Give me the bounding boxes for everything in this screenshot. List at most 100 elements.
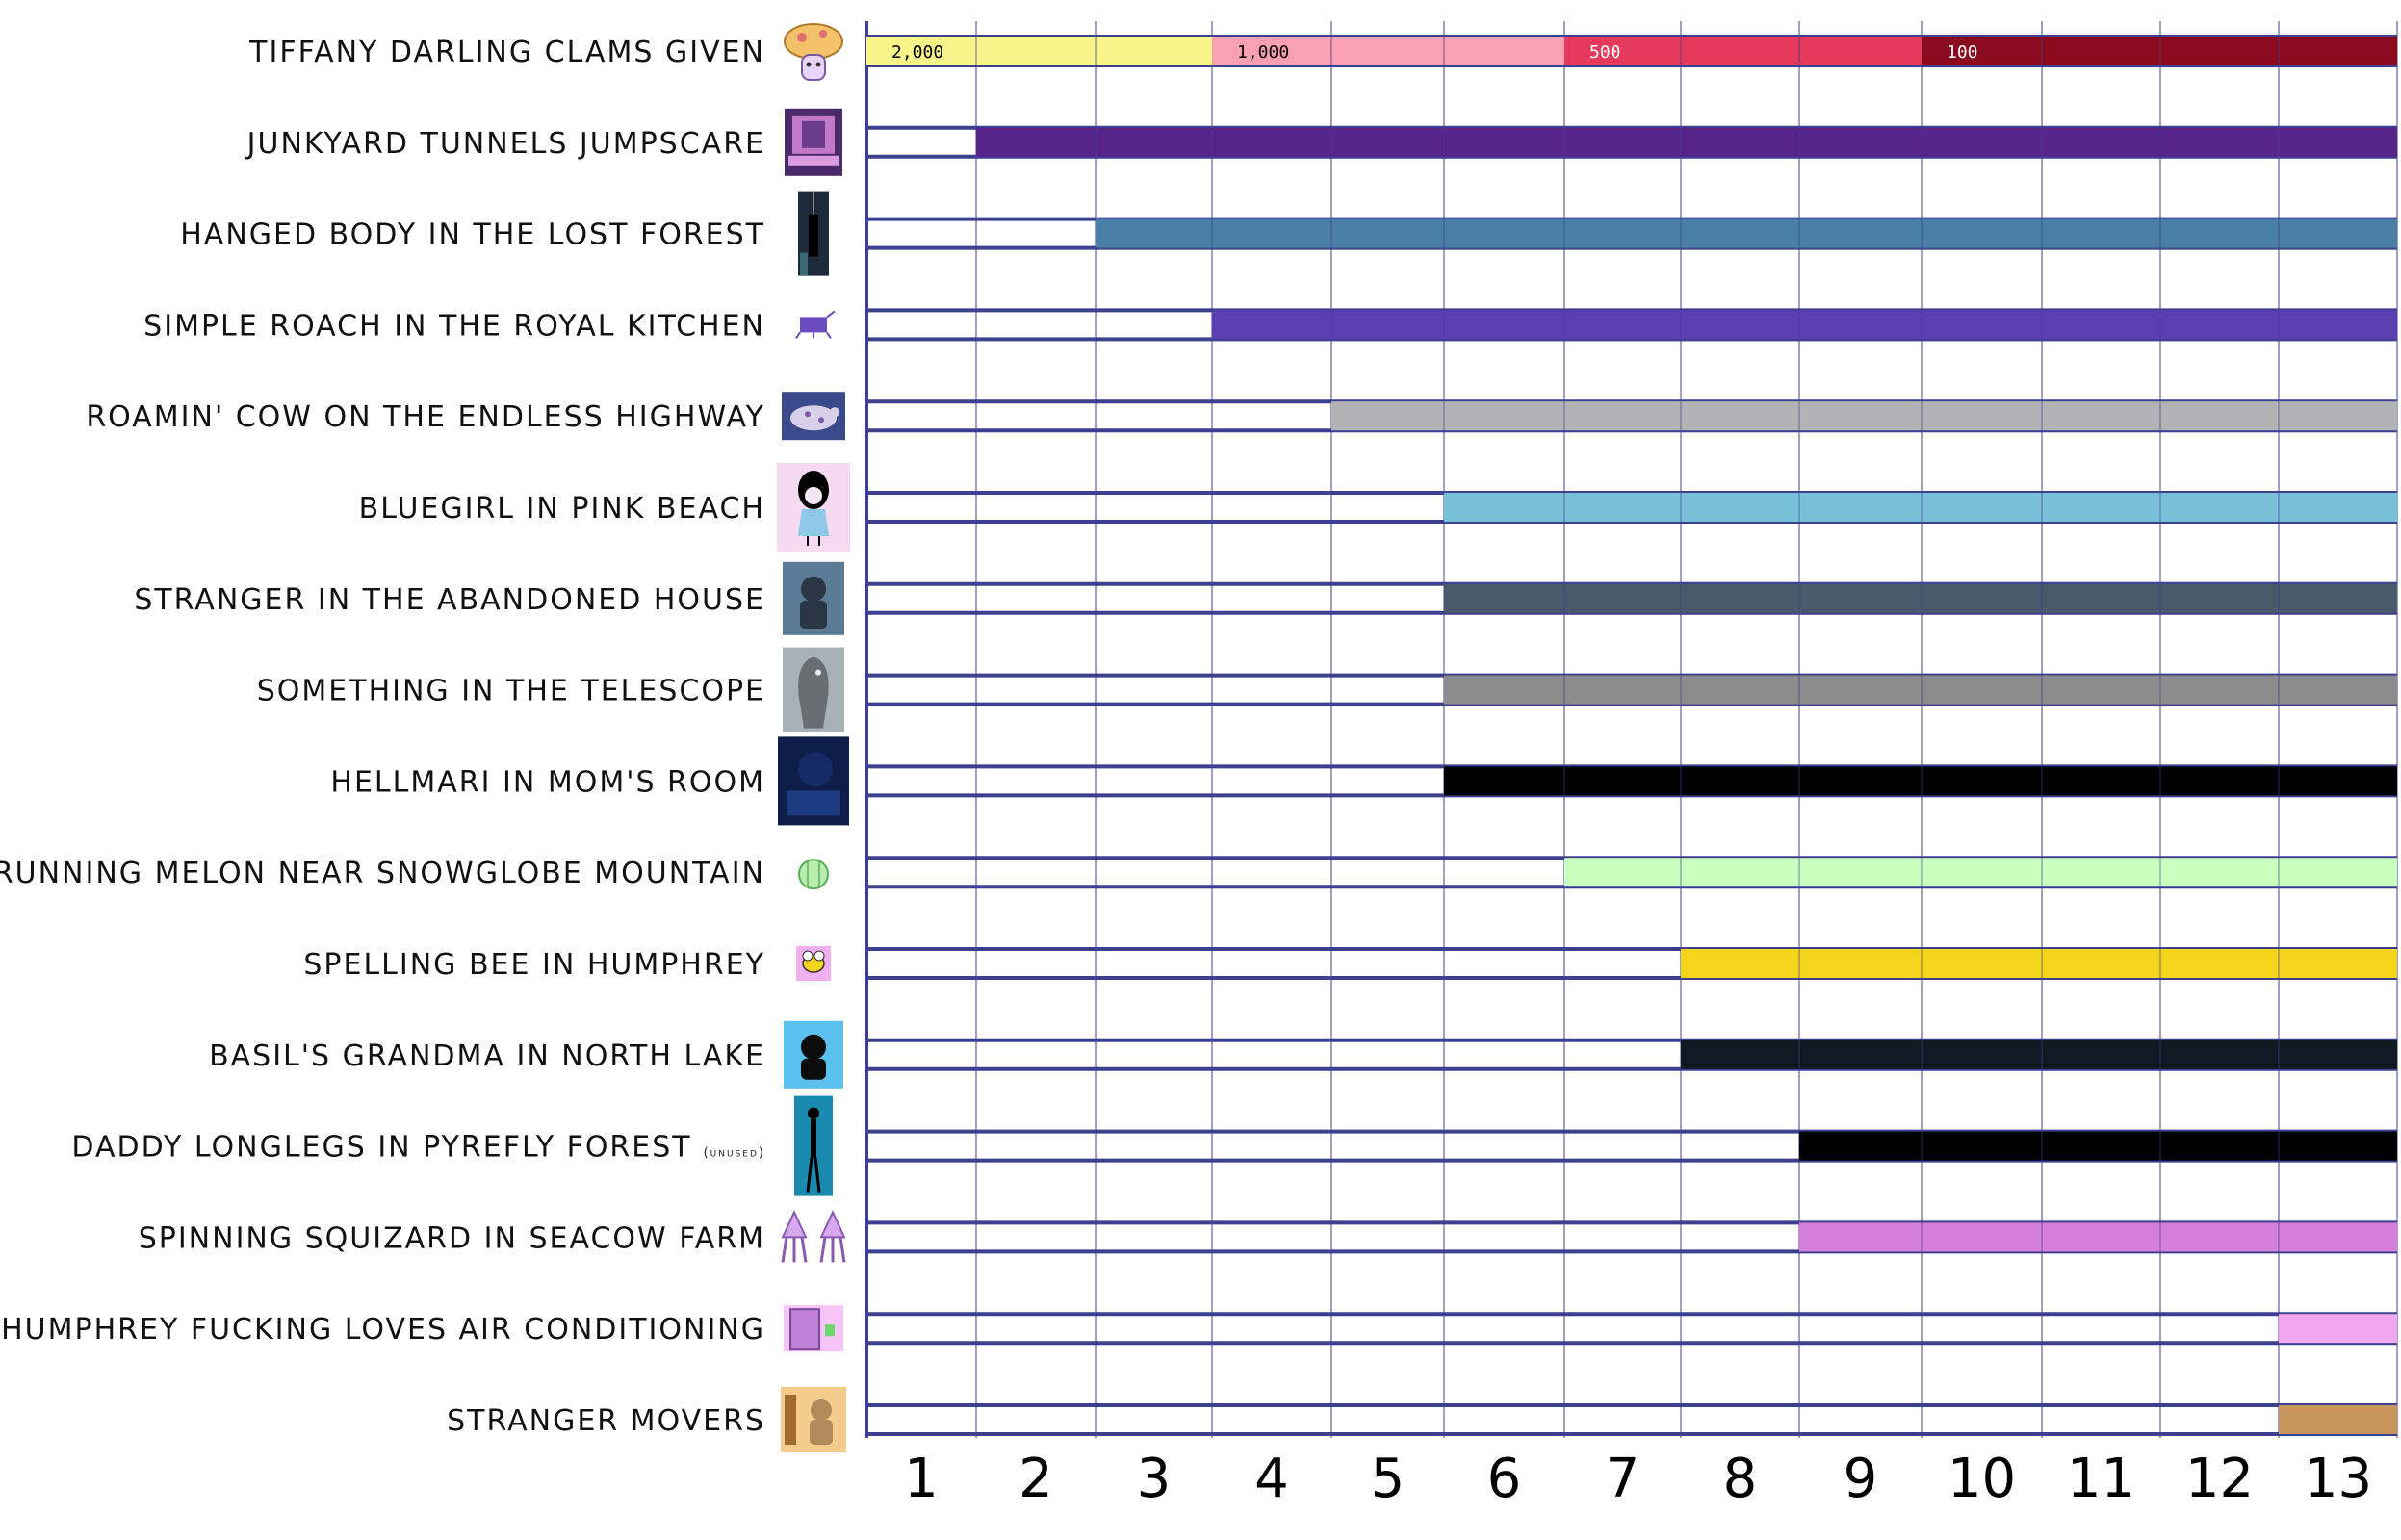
row-label: HUMPHREY FUCKING LOVES AIR CONDITIONING: [1, 1313, 765, 1347]
clams-data-label: 2,000: [891, 42, 943, 63]
row-label-text: TIFFANY DARLING CLAMS GIVEN: [248, 36, 765, 69]
row-bar: [1444, 675, 2397, 705]
humphrey-door-icon: [784, 1305, 843, 1352]
x-tick-label: 2: [1019, 1448, 1053, 1510]
mushroom-eye: [815, 62, 821, 67]
junkyard-shrine-icon: [785, 108, 842, 176]
roach-leg: [795, 331, 801, 339]
row-label: TIFFANY DARLING CLAMS GIVEN: [248, 36, 765, 69]
ghost-eye: [815, 669, 821, 676]
x-tick-label: 6: [1487, 1448, 1522, 1510]
humphrey-door: [789, 1308, 820, 1351]
cow-spot: [805, 411, 811, 418]
row-label: BLUEGIRL IN PINK BEACH: [359, 492, 765, 526]
row-bar: [1681, 949, 2397, 978]
row-bar: [2279, 1314, 2397, 1344]
row-label-text: SIMPLE ROACH IN THE ROYAL KITCHEN: [143, 309, 765, 343]
roach-leg: [826, 331, 832, 339]
row-label-text: SPINNING SQUIZARD IN SEACOW FARM: [139, 1221, 765, 1255]
hellmari-icon: [778, 736, 849, 826]
row-label-note: (unused): [704, 1146, 765, 1161]
x-tick-label: 7: [1606, 1448, 1640, 1510]
row-bar: [1212, 310, 2397, 340]
tiffany-mushroom-icon: [784, 23, 843, 81]
row-label: DADDY LONGLEGS IN PYREFLY FOREST (unused): [71, 1131, 765, 1165]
body-figure: [809, 214, 818, 257]
row-label: HELLMARI IN MOM'S ROOM: [330, 765, 765, 799]
movers-box: [785, 1395, 796, 1445]
roach-icon: [795, 310, 836, 339]
x-tick-label: 8: [1723, 1448, 1758, 1510]
bluegirl-icon: [777, 463, 850, 552]
row-label: STRANGER MOVERS: [447, 1404, 765, 1438]
tree-trunk: [800, 252, 808, 276]
clams-data-label: 100: [1947, 42, 1978, 63]
squid-tentacle: [819, 1237, 827, 1263]
row-label-text: RUNNING MELON NEAR SNOWGLOBE MOUNTAIN: [0, 857, 765, 890]
row-bar: [1564, 858, 2397, 887]
shrine-table: [788, 155, 839, 166]
row-bar: [1444, 766, 2397, 796]
roach-body: [800, 317, 827, 333]
x-tick-label: 3: [1137, 1448, 1172, 1510]
x-tick-label: 9: [1844, 1448, 1878, 1510]
squizard-icon: [781, 1210, 846, 1263]
mushroom-spot: [819, 30, 827, 38]
row-icons: [777, 23, 850, 1452]
melon-body: [798, 859, 829, 890]
shrine-door: [802, 120, 825, 148]
x-tick-label: 1: [904, 1448, 939, 1510]
row-bar: [1444, 493, 2397, 522]
grandma-head: [801, 1034, 826, 1060]
clams-data-label: 500: [1589, 42, 1621, 63]
longlegs-torso: [811, 1118, 816, 1158]
clams-bar-segment: [1922, 37, 2397, 65]
row-label-text: ROAMIN' COW ON THE ENDLESS HIGHWAY: [86, 400, 765, 434]
row-label: SPELLING BEE IN HUMPHREY: [303, 948, 765, 982]
cow-head: [830, 407, 839, 418]
stranger-body: [800, 600, 827, 629]
row-bar: [976, 127, 2397, 157]
row-bar: [1681, 1040, 2397, 1069]
x-tick-label: 11: [2067, 1448, 2135, 1510]
ghost-shape: [798, 656, 829, 729]
row-label-text: STRANGER MOVERS: [447, 1404, 765, 1438]
row-bar: [1096, 218, 2397, 248]
x-tick-label: 13: [2304, 1448, 2372, 1510]
row-label: HANGED BODY IN THE LOST FOREST: [180, 218, 765, 252]
cow-body: [790, 405, 837, 431]
row-label-text: SPELLING BEE IN HUMPHREY: [303, 948, 765, 982]
mushroom-eye: [806, 62, 812, 67]
mushroom-cap: [784, 23, 843, 60]
row-label: ROAMIN' COW ON THE ENDLESS HIGHWAY: [86, 400, 765, 434]
row-label-text: SOMETHING IN THE TELESCOPE: [257, 675, 765, 708]
row-label: STRANGER IN THE ABANDONED HOUSE: [134, 583, 765, 617]
stranger-movers-icon: [781, 1387, 846, 1452]
bluegirl-face: [805, 487, 822, 504]
mushroom-spot: [797, 33, 807, 42]
bluegirl-dress: [798, 509, 829, 536]
row-label: RUNNING MELON NEAR SNOWGLOBE MOUNTAIN: [0, 857, 765, 890]
clams-bar-segment: [1564, 37, 1922, 65]
row-label-text: BLUEGIRL IN PINK BEACH: [359, 492, 765, 526]
x-tick-label: 4: [1254, 1448, 1289, 1510]
squid-tentacle: [781, 1237, 788, 1263]
roach-antenna: [826, 310, 836, 319]
cow-icon: [782, 392, 845, 441]
longlegs-head: [808, 1107, 819, 1119]
clams-data-label: 1,000: [1237, 42, 1289, 63]
stranger-icon: [783, 561, 844, 635]
row-bar: [1799, 1131, 2397, 1161]
chart-bars: 2,000 1,000 500 100: [866, 37, 2397, 1434]
grandma-body: [801, 1058, 826, 1080]
row-label: SPINNING SQUIZARD IN SEACOW FARM: [139, 1221, 765, 1255]
row-label-text: HELLMARI IN MOM'S ROOM: [330, 765, 765, 799]
row-bar: [1444, 583, 2397, 613]
row-bar: [1799, 1222, 2397, 1252]
squid-head: [819, 1210, 846, 1239]
bee-icon: [796, 946, 831, 981]
melon-icon: [798, 859, 829, 890]
bee-wing: [813, 950, 825, 962]
hanged-body-icon: [798, 191, 829, 276]
row-label: JUNKYARD TUNNELS JUMPSCARE: [245, 127, 765, 161]
